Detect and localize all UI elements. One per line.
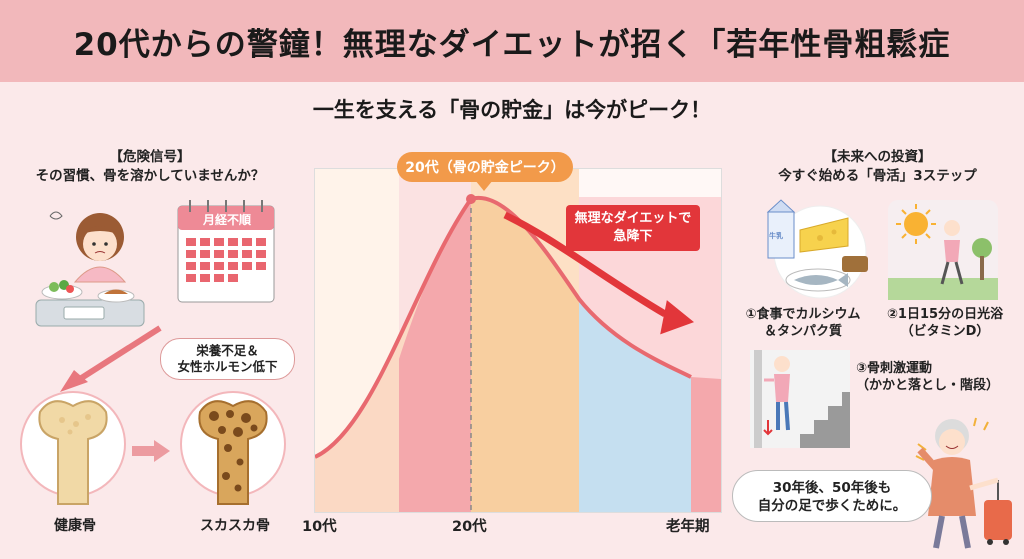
chart-svg [315, 169, 721, 512]
sun-icon [904, 212, 928, 236]
bubble-line-1: 栄養不足＆ [196, 343, 259, 358]
bubble-line-2: 女性ホルモン低下 [177, 359, 278, 374]
calendar-icon [177, 200, 275, 303]
tree-icon [972, 238, 992, 258]
page-subtitle: 一生を支える「骨の貯金」は今がピーク！ [312, 98, 712, 122]
walker-head [944, 220, 960, 236]
step1-caption: ①食事でカルシウム ＆タンパク質 [728, 306, 878, 340]
right-arrow-icon [154, 440, 170, 462]
elderly-face [939, 429, 965, 455]
elderly-cardigan [928, 457, 976, 516]
step2-caption: ②1日15分の日光浴 （ビタミンD） [870, 306, 1020, 340]
exerciser-body [774, 374, 790, 402]
future-investment-section: 【未来への投資】 今すぐ始める「骨活」3ステップ [735, 148, 1020, 186]
step3-line2: （かかと落とし・階段） [856, 378, 1000, 393]
wall-icon [754, 350, 762, 448]
header-banner: 20代からの警鐘！無理なダイエットが招く「若年性骨粗鬆症 [0, 0, 1024, 82]
x-tick-teens: 10代 [302, 519, 337, 535]
diet-decline-label: 無理なダイエットで 急降下 [566, 205, 700, 251]
healthy-bone-illustration [20, 391, 126, 505]
stairs-icon [800, 392, 850, 448]
step2-line2: （ビタミンD） [900, 324, 990, 339]
step2-line1: ②1日15分の日光浴 [886, 307, 1004, 322]
left-flow-arrows [60, 325, 170, 462]
walker-body [944, 240, 960, 262]
closing-line-2: 自分の足で歩くために。 [757, 498, 907, 514]
future-heading: 【未来への投資】 [823, 149, 932, 165]
step1-line1: ①食事でカルシウム [745, 307, 861, 322]
heel-drop-arrow-icon [763, 420, 773, 436]
fish-icon [794, 275, 838, 285]
milk-carton-icon [767, 211, 795, 259]
peak-label-bubble: 20代（骨の貯金ピーク） [397, 152, 573, 191]
porous-bone-label: スカスカ骨 [200, 518, 270, 534]
bone-exercise-illustration [750, 350, 850, 448]
closing-line-1: 30年後、50年後も [772, 480, 892, 496]
peak-point [466, 194, 476, 204]
porous-bone-illustration [180, 391, 286, 505]
decline-arrow-head [660, 300, 695, 335]
step3-caption: ③骨刺激運動 （かかと落とし・階段） [852, 360, 1012, 394]
elderly-woman-illustration [915, 417, 1012, 549]
worry-scribble-icon [49, 211, 63, 220]
decline-arrow-line [503, 211, 667, 318]
dieting-woman-illustration [35, 200, 275, 327]
future-intro: 今すぐ始める「骨活」3ステップ [778, 168, 977, 184]
danger-signal-section: 【危険信号】 その習慣、骨を溶かしていませんか？ [0, 148, 300, 186]
milk-label: 牛乳 [769, 232, 783, 240]
healthy-bone-icon [38, 400, 108, 505]
diet-line-2: 急降下 [613, 229, 653, 244]
x-tick-elderly: 老年期 [666, 519, 710, 535]
nutrition-warning-bubble: 栄養不足＆ 女性ホルモン低下 [160, 338, 295, 380]
area-blue [579, 299, 691, 512]
x-tick-twenties: 20代 [452, 519, 487, 535]
sunbathing-walk-illustration [888, 200, 998, 300]
natto-icon [842, 256, 868, 272]
porous-bone-icon [198, 400, 268, 505]
healthy-bone-label: 健康骨 [54, 518, 96, 534]
cheese-icon [799, 217, 849, 253]
area-orange [471, 197, 579, 512]
calendar-label: 月経不順 [202, 213, 251, 227]
down-arrow-head [60, 370, 88, 392]
calcium-food-illustration [766, 199, 868, 299]
woman-body [73, 266, 127, 283]
bone-mass-curve [315, 195, 692, 459]
closing-message-bubble: 30年後、50年後も 自分の足で歩くために。 [732, 470, 932, 522]
suitcase-icon [984, 500, 1012, 540]
danger-question: その習慣、骨を溶かしていませんか？ [35, 168, 265, 184]
page-title: 20代からの警鐘！無理なダイエットが招く「若年性骨粗鬆症 [73, 26, 951, 63]
step3-line1: ③骨刺激運動 [856, 361, 933, 376]
diet-line-1: 無理なダイエットで [574, 211, 692, 226]
exerciser-head [774, 356, 790, 372]
down-arrow-line [70, 325, 162, 387]
danger-heading: 【危険信号】 [109, 149, 191, 165]
area-pink [399, 199, 471, 512]
step1-line2: ＆タンパク質 [763, 324, 842, 339]
area-tail [691, 377, 721, 512]
